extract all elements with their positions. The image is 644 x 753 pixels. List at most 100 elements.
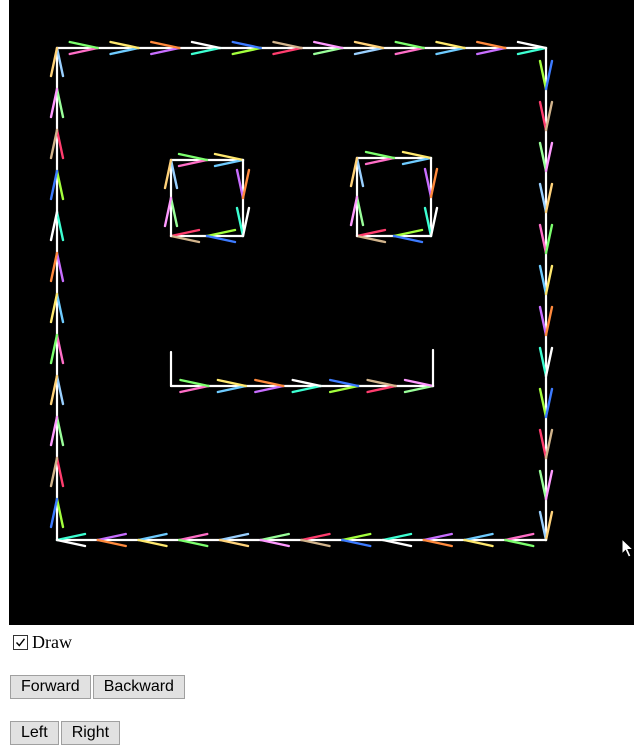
outer-square-turtle-mark [476,46,507,56]
right-eye-square-turtle-mark [423,206,433,238]
outer-square-turtle-mark [55,456,65,488]
outer-square-turtle-mark [544,469,554,501]
outer-square-turtle-mark [538,264,548,296]
outer-square-turtle-mark [394,46,425,56]
outer-square-turtle-mark [353,40,385,50]
mouth-line-turtle-mark [366,378,397,388]
outer-square-turtle-mark [55,333,65,365]
outer-square-turtle-mark [109,46,140,56]
outer-square-turtle-mark [516,46,548,56]
backward-button[interactable]: Backward [92,675,185,699]
outer-square-turtle-mark [96,532,127,542]
right-eye-square-turtle-mark [392,234,424,244]
left-eye-square-turtle-mark [177,158,209,168]
outer-square-turtle-mark [49,251,59,283]
left-eye-square-turtle-mark [177,152,209,162]
mouth-line-turtle-mark [366,384,397,394]
outer-square-turtle-mark [49,497,59,529]
outer-square-turtle-mark [49,333,59,365]
right-eye-square-turtle-mark [401,150,433,160]
outer-square-turtle-mark [476,40,507,50]
outer-square-turtle-mark [178,538,209,548]
outer-square-turtle-mark [538,346,548,378]
right-eye-square-turtle-mark [429,206,439,238]
outer-square-turtle-mark [218,532,250,542]
outer-square-turtle-mark [55,415,65,447]
outer-square-turtle-mark [544,182,554,214]
outer-square-turtle-mark [544,141,554,173]
outer-square-turtle-mark [538,510,548,542]
right-eye-square-turtle-mark [392,228,424,238]
outer-square-turtle-mark [435,40,466,50]
mouse-pointer-icon [621,538,635,558]
outer-square-turtle-mark [544,305,554,337]
outer-square-turtle-mark [544,100,554,132]
outer-square-turtle-mark [544,223,554,255]
outer-square-turtle-mark [394,40,425,50]
outer-square-turtle-mark [516,40,548,50]
mouth-line-turtle-mark [403,378,435,388]
outer-square-turtle-mark [422,532,453,542]
left-eye-square-turtle-mark [213,158,245,168]
left-eye-square-turtle-mark [241,168,251,200]
outer-square-turtle-mark [190,40,222,50]
outer-square-turtle-mark [68,40,99,50]
outer-square-turtle-mark [504,538,535,548]
mouth-line-turtle-mark [179,384,210,394]
outer-square-turtle-mark [231,46,262,56]
outer-square-turtle-mark [231,40,262,50]
outer-square-turtle-mark [313,40,344,50]
outer-square-turtle-mark [55,292,65,324]
forward-button[interactable]: Forward [10,675,91,699]
left-eye-square-turtle-mark [241,206,251,238]
mouth-line-turtle-mark [216,378,248,388]
outer-square-turtle-mark [538,59,548,91]
mouth-line-turtle-mark [291,378,322,388]
outer-square-turtle-mark [504,532,535,542]
outer-square-turtle-mark [150,46,181,56]
mouth-line-turtle-mark [179,378,210,388]
outer-square-turtle-mark [137,538,168,548]
outer-square-turtle-mark [538,387,548,419]
outer-square-turtle-mark [272,40,303,50]
outer-square-turtle-mark [150,40,181,50]
outer-square-turtle-mark [435,46,466,56]
outer-square-turtle-mark [259,532,290,542]
outer-square-turtle-mark [544,346,554,378]
left-eye-square-turtle-mark [169,158,179,190]
outer-square-turtle-mark [55,532,87,542]
outer-square-turtle-mark [381,532,413,542]
outer-square-turtle-mark [544,387,554,419]
left-eye-square-turtle-mark [213,152,245,162]
outer-square-turtle-mark [538,428,548,460]
outer-square-turtle-mark [259,538,290,548]
outer-square-turtle-mark [544,59,554,91]
right-button[interactable]: Right [60,721,121,745]
draw-toggle[interactable]: Draw [13,632,72,652]
draw-checkbox[interactable] [13,634,28,650]
outer-square-turtle-mark [544,510,554,542]
outer-square-turtle-mark [272,46,303,56]
right-eye-square-turtle-mark [355,234,387,244]
outer-square-turtle-mark [544,264,554,296]
outer-square-turtle-mark [109,40,140,50]
right-eye-square-turtle-mark [349,195,359,227]
outer-square-turtle-mark [313,46,344,56]
outer-square-turtle-mark [49,210,59,242]
outer-square-turtle-mark [49,456,59,488]
outer-square-turtle-mark [218,538,250,548]
right-eye-square-turtle-mark [429,167,439,199]
outer-square-turtle-mark [49,169,59,201]
right-eye-square-turtle-mark [355,228,387,238]
outer-square-turtle-mark [463,532,494,542]
outer-square-turtle-mark [190,46,222,56]
left-eye-square-turtle-mark [169,234,201,244]
left-button[interactable]: Left [10,721,59,745]
left-eye-square-turtle-mark [169,196,179,228]
outer-square-turtle-mark [381,538,413,548]
outer-square-turtle-mark [96,538,127,548]
outer-square-turtle-mark [55,46,65,78]
outer-square-turtle-mark [544,428,554,460]
left-eye-square-turtle-mark [205,228,237,238]
mouth-line-turtle-mark [328,384,360,394]
